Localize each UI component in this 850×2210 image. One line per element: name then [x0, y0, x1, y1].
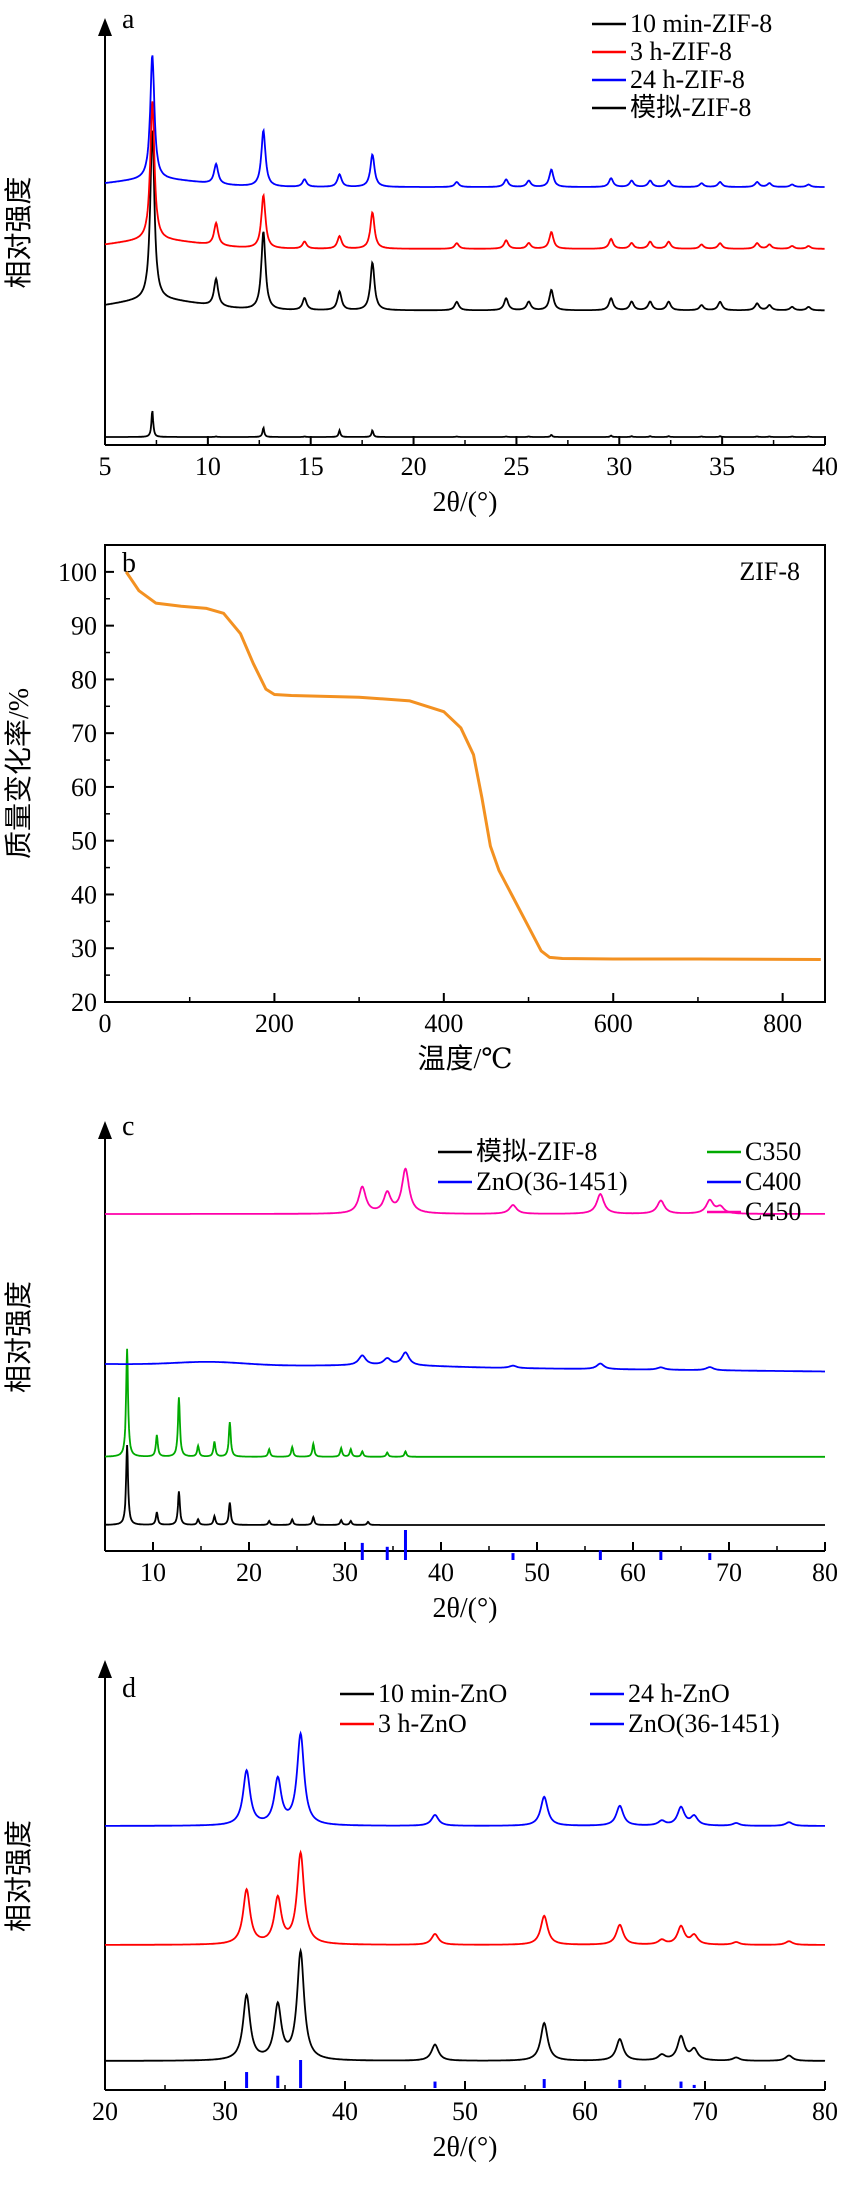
- y-tick-label: 80: [71, 665, 97, 694]
- x-tick-label: 600: [594, 1009, 633, 1038]
- legend-label: 3 h-ZnO: [378, 1709, 467, 1738]
- y-tick-label: 100: [58, 558, 97, 587]
- legend-label: ZnO(36-1451): [628, 1709, 780, 1738]
- y-tick-label: 40: [71, 880, 97, 909]
- x-tick-label: 80: [812, 2097, 838, 2126]
- panel-label: c: [122, 1111, 134, 1142]
- series-line: [105, 1167, 825, 1215]
- y-tick-label: 30: [71, 934, 97, 963]
- x-tick-label: 5: [99, 452, 112, 481]
- y-axis-arrow: [98, 18, 112, 36]
- y-axis-arrow: [98, 1660, 112, 1678]
- panel-label: d: [122, 1673, 136, 1704]
- x-tick-label: 20: [236, 1558, 262, 1587]
- x-tick-label: 800: [763, 1009, 802, 1038]
- x-tick-label: 40: [428, 1558, 454, 1587]
- x-tick-label: 60: [620, 1558, 646, 1587]
- legend-label: C450: [745, 1197, 801, 1226]
- x-tick-label: 30: [212, 2097, 238, 2126]
- panel-label: a: [122, 4, 135, 35]
- x-tick-label: 25: [503, 452, 529, 481]
- x-tick-label: 40: [332, 2097, 358, 2126]
- y-axis-label: 相对强度: [3, 1281, 35, 1393]
- series-line: [105, 410, 825, 438]
- chart-title: ZIF-8: [739, 557, 800, 586]
- x-tick-label: 15: [298, 452, 324, 481]
- series-line: [105, 1351, 825, 1373]
- legend-label: 10 min-ZIF-8: [630, 9, 772, 38]
- plot-frame: [104, 544, 826, 1003]
- x-tick-label: 60: [572, 2097, 598, 2126]
- legend-label: 模拟-ZIF-8: [476, 1137, 597, 1166]
- y-tick-label: 20: [71, 988, 97, 1017]
- y-tick-label: 70: [71, 719, 97, 748]
- legend-label: ZnO(36-1451): [476, 1167, 628, 1196]
- x-tick-label: 40: [812, 452, 838, 481]
- y-tick-label: 60: [71, 773, 97, 802]
- y-axis-label: 质量变化率/%: [3, 688, 35, 859]
- y-tick-label: 50: [71, 827, 97, 856]
- y-axis-label: 相对强度: [3, 1820, 35, 1932]
- legend-label: 10 min-ZnO: [378, 1679, 507, 1708]
- series-line: [105, 1849, 825, 1946]
- series-line: [104, 101, 825, 250]
- x-tick-label: 20: [92, 2097, 118, 2126]
- legend: 10 min-ZIF-83 h-ZIF-824 h-ZIF-8模拟-ZIF-8: [592, 9, 772, 122]
- x-tick-label: 10: [195, 452, 221, 481]
- series-line: [105, 1730, 825, 1827]
- x-tick-label: 30: [606, 452, 632, 481]
- series-line: [105, 1444, 825, 1526]
- x-tick-label: 200: [255, 1009, 294, 1038]
- x-axis-label: 2θ/(°): [432, 487, 497, 518]
- legend-label: C350: [745, 1137, 801, 1166]
- x-tick-label: 50: [452, 2097, 478, 2126]
- x-tick-label: 50: [524, 1558, 550, 1587]
- x-tick-label: 10: [140, 1558, 166, 1587]
- x-axis-label: 温度/℃: [417, 1043, 512, 1075]
- legend-label: 24 h-ZIF-8: [630, 65, 745, 94]
- series-line: [104, 130, 825, 312]
- y-tick-label: 90: [71, 612, 97, 641]
- y-axis-arrow: [98, 1121, 112, 1139]
- panel-b: 0 200 400 600 800 20 30 40 50 60 70 80 90 100 温度/℃ 质量变化…: [3, 544, 826, 1075]
- x-tick-label: 70: [692, 2097, 718, 2126]
- x-tick-label: 400: [424, 1009, 463, 1038]
- series-line: [104, 55, 825, 188]
- x-tick-label: 70: [716, 1558, 742, 1587]
- x-tick-label: 0: [99, 1009, 112, 1038]
- x-tick-label: 80: [812, 1558, 838, 1587]
- y-axis-label: 相对强度: [3, 176, 35, 288]
- series-line: [105, 1348, 825, 1458]
- x-tick-label: 20: [401, 452, 427, 481]
- tga-curve: [124, 571, 821, 961]
- legend-label: C400: [745, 1167, 801, 1196]
- legend-label: 模拟-ZIF-8: [630, 93, 751, 122]
- panel-a: 5 10 15 20 25 30 35 40 2θ/(°) 相对强度 a 10 min-ZIF-83 …: [3, 4, 838, 518]
- series-line: [105, 1947, 826, 2062]
- legend-label: 3 h-ZIF-8: [630, 37, 732, 66]
- x-axis-label: 2θ/(°): [432, 2132, 497, 2163]
- panel-c: 10 20 30 40 50 60 70 80 2θ/(°) 相对强度 c 模拟-ZIF-8ZnO(3…: [3, 1111, 838, 1624]
- x-axis-label: 2θ/(°): [432, 1593, 497, 1624]
- panel-label: b: [122, 548, 136, 579]
- legend-label: 24 h-ZnO: [628, 1679, 730, 1708]
- x-tick-label: 30: [332, 1558, 358, 1587]
- x-tick-label: 35: [709, 452, 735, 481]
